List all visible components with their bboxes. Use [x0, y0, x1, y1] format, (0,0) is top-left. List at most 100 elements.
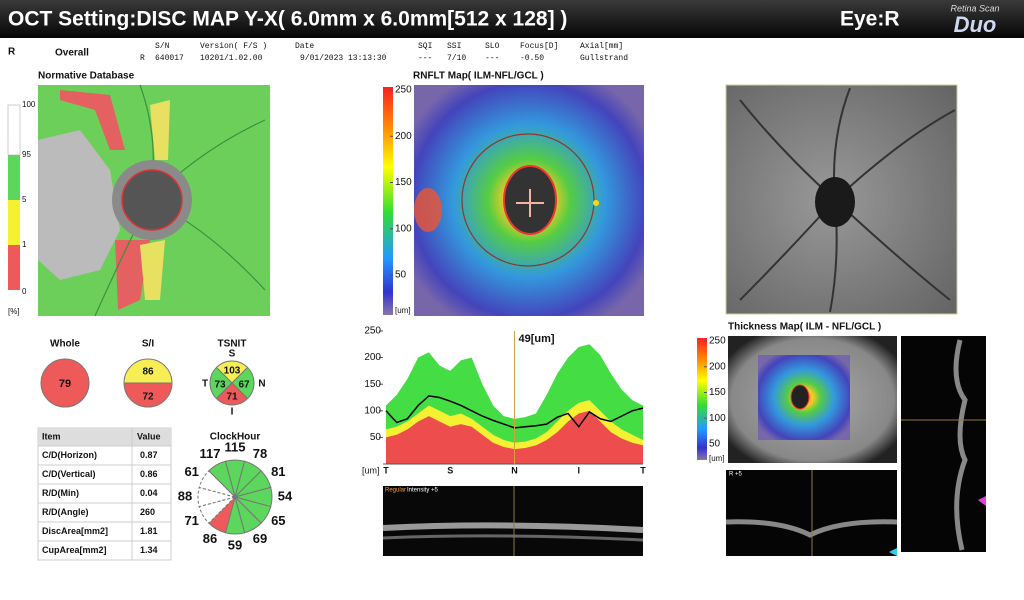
circle-bscan [382, 486, 644, 556]
map-yellow-region [150, 100, 170, 160]
info-label: SSI [447, 42, 461, 51]
clock-value: 71 [184, 513, 198, 528]
y-tick-label: 150 [364, 379, 381, 390]
clock-value: 69 [253, 531, 267, 546]
info-value: 640017 [155, 54, 184, 63]
info-value: Gullstrand [580, 54, 628, 63]
panel-title: Normative Database [38, 71, 135, 82]
scan-circle [461, 133, 595, 267]
table-cell: 1.34 [140, 545, 158, 555]
clock-sector [208, 460, 236, 499]
map-hot-region [414, 188, 442, 232]
scale-label: 5 [22, 195, 27, 204]
x-unit: [um] [362, 465, 380, 475]
info-label: SLO [485, 42, 500, 51]
clock-value: 117 [200, 446, 221, 461]
disc [790, 384, 810, 410]
scale-unit: [um] [709, 454, 725, 463]
y-tick-label: 250 [364, 326, 381, 337]
table-header: Item [42, 431, 61, 441]
mode-label: Overall [55, 48, 89, 59]
y-tick-label: 200 [364, 352, 381, 363]
tsnit-value: 103 [224, 366, 241, 377]
info-value: -0.50 [520, 54, 544, 63]
table-cell: 0.86 [140, 469, 158, 479]
tick-label: 50 [395, 270, 407, 281]
table-cell: 260 [140, 507, 155, 517]
cursor-label: 49[um] [519, 333, 555, 345]
tick-label: 100 [709, 413, 726, 424]
indicator-title: Whole [50, 339, 80, 350]
info-label: SQI [418, 42, 432, 51]
table-cell: R/D(Angle) [42, 507, 89, 517]
scale-white [7, 104, 21, 156]
table-frame [37, 427, 172, 561]
info-value: --- [485, 54, 499, 63]
tsnit-sector [231, 366, 255, 400]
tsnit-label: T [202, 379, 208, 390]
tick-label: 150 [709, 387, 726, 398]
fundus-image [725, 84, 958, 315]
bscan-side: R +5 [729, 472, 743, 478]
clock-value: 88 [178, 488, 192, 503]
tsnit-label: I [231, 407, 234, 418]
tsnit-sector [215, 382, 249, 406]
info-value: 9/01/2023 13:13:30 [300, 54, 387, 63]
map-red-region [60, 90, 125, 150]
marker [593, 200, 599, 206]
logo-top: Retina Scan [950, 3, 999, 13]
tsnit-label: S [229, 349, 236, 360]
retina-layer [382, 534, 644, 542]
scale-yellow [8, 200, 20, 245]
tick-label: 200 [709, 361, 726, 372]
table-cell: CupArea[mm2] [42, 545, 107, 555]
clock-value: 81 [271, 464, 285, 479]
si-bottom [123, 382, 173, 408]
sn-eye: R [140, 54, 145, 63]
tsnit-sector [215, 360, 249, 384]
info-label: Axial[mm] [580, 42, 623, 51]
bscan-bg [383, 486, 643, 556]
vessels [739, 87, 956, 313]
rnflt-map [383, 85, 644, 316]
x-tick-label: T [383, 465, 389, 475]
table-header-bg [38, 428, 171, 446]
crosshair [516, 189, 544, 217]
tsnit-sector [209, 366, 233, 400]
clock-value: 115 [225, 439, 246, 454]
vertical-bscan [901, 336, 986, 552]
scale-label: 1 [22, 240, 27, 249]
si-value: 72 [142, 392, 154, 403]
clock-value: 61 [184, 464, 198, 479]
tick-label: 250 [709, 336, 726, 347]
table-cell: DiscArea[mm2] [42, 526, 108, 536]
whole-circle [40, 358, 90, 408]
marker [978, 496, 986, 506]
info-label: Focus[D] [520, 42, 558, 51]
si-value: 86 [142, 367, 154, 378]
retina-layer [725, 519, 898, 538]
tick-label: 50 [709, 439, 721, 450]
y-tick-label: 100 [364, 405, 381, 416]
disc [815, 177, 855, 227]
table-cell: 0.87 [140, 450, 158, 460]
table-header: Value [137, 431, 161, 441]
clock-value: 54 [278, 488, 293, 503]
colorbar [697, 338, 707, 460]
tsnit-value: 71 [226, 392, 238, 403]
thickness-map [697, 336, 986, 556]
info-value: 10201/1.02.00 [200, 54, 263, 63]
clock-value: 65 [271, 513, 285, 528]
colorbar [383, 87, 393, 315]
tsnit-value: 73 [214, 380, 226, 391]
x-tick-label: N [511, 465, 518, 475]
tick-label: 100 [395, 223, 412, 234]
scale-label: 95 [22, 150, 31, 159]
header-bar [0, 0, 1024, 38]
marker [889, 548, 897, 556]
table-cell: C/D(Horizon) [42, 450, 97, 460]
panel-title: Thickness Map( ILM - NFL/GCL ) [728, 322, 881, 333]
eye: Eye:R [840, 8, 900, 31]
table-cell: 0.04 [140, 488, 158, 498]
title: OCT Setting:DISC MAP Y-X( 6.0mm x 6.0mm[… [8, 8, 567, 31]
